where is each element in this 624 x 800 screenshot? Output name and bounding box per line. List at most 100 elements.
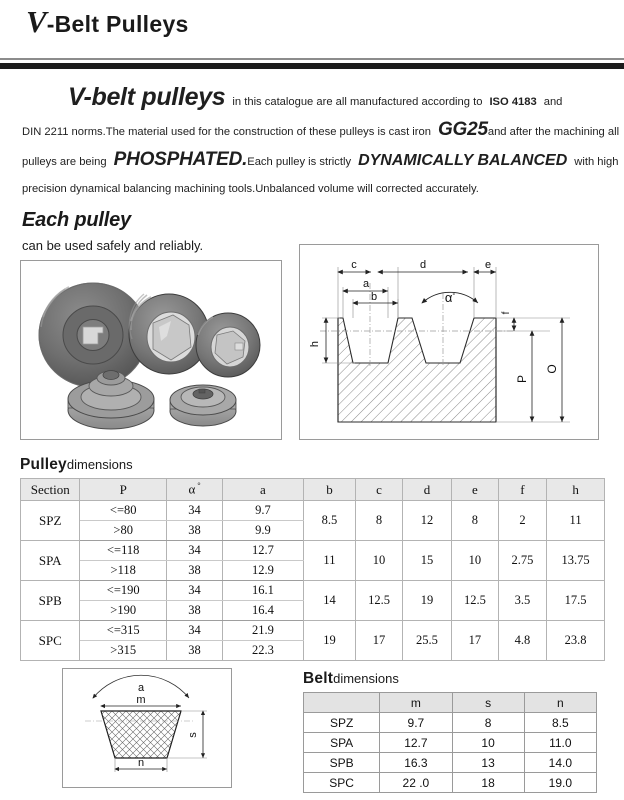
dimension-label-alpha: α° <box>445 290 456 305</box>
intro-standard-iso: ISO 4183 <box>489 96 537 108</box>
dimension-label-f: f <box>501 311 512 314</box>
dimension-label-b: b <box>371 291 377 303</box>
intro-emph-phosphated: PHOSPHATED. <box>113 149 248 170</box>
belt-dimensions-table: m s n SPZ 9.7 8 8.5 SPA 12.7 10 11.0 SPB… <box>302 692 598 793</box>
cell-a: 12.9 <box>222 560 304 581</box>
intro-line3-b: Each pulley is strictly <box>247 156 352 168</box>
cell-a: 21.9 <box>222 620 304 641</box>
cell-section: SPB <box>19 580 81 621</box>
pulley-dimensions-heading-strong: Pulley <box>20 456 67 473</box>
dimension-label-o: O <box>545 364 559 373</box>
dimension-label-c: c <box>351 259 357 271</box>
intro-material-gg25: GG25 <box>437 119 488 140</box>
intro-line2-b: and after the machining all <box>487 126 620 138</box>
intro-emph-dynamically-balanced: DYNAMICALLY BALANCED <box>358 152 568 169</box>
cell-section: SPZ <box>19 500 81 541</box>
column-header-b: b <box>302 478 357 501</box>
cell-p: >315 <box>79 640 167 661</box>
pulley-medium-three-groove <box>128 293 210 375</box>
intro-paragraph: V-belt pulleys in this catalogue are all … <box>22 84 619 203</box>
dimension-f: f <box>501 311 517 331</box>
cell-c: 17 <box>355 620 403 661</box>
column-header-e: e <box>451 478 499 501</box>
table-row: SPC <=315 34 21.9 19 17 25.5 17 4.8 23.8 <box>19 620 605 661</box>
pulley-dimensions-heading-light: dimensions <box>66 457 133 472</box>
cell-s: 18 <box>451 772 525 793</box>
pulley-section-drawing: c d e a b α° h <box>300 245 596 437</box>
cell-m: 9.7 <box>379 712 453 733</box>
cell-d: 12 <box>401 500 453 541</box>
intro-line-4: precision dynamical balancing machining … <box>22 183 479 195</box>
dimension-alpha-angle: α° <box>421 290 479 305</box>
belt-dimension-label-s: s <box>187 732 199 738</box>
pulley-section-drawing-panel: c d e a b α° h <box>299 244 599 440</box>
title-rest: -Belt Pulleys <box>46 11 189 37</box>
each-pulley-subtitle: can be used safely and reliably. <box>22 238 204 253</box>
intro-line-2: DIN 2211 norms.The material used for the… <box>22 116 619 146</box>
table-header-row: Section P α ° a b c d e f h <box>19 478 605 501</box>
cell-m: 12.7 <box>379 732 453 753</box>
belt-dimensions-heading-strong: Belt <box>303 670 334 687</box>
cell-b: 19 <box>302 620 357 661</box>
column-header-s: s <box>451 692 525 713</box>
page-title: V-Belt Pulleys <box>26 4 189 40</box>
cell-a: 16.1 <box>222 580 304 601</box>
belt-dimensions-heading-light: dimensions <box>333 671 399 686</box>
column-header-n: n <box>523 692 598 713</box>
cell-belt-section: SPZ <box>302 712 381 733</box>
table-row: SPA <=118 34 12.7 11 10 15 10 2.75 13.75 <box>19 540 605 581</box>
cell-c: 10 <box>355 540 403 581</box>
column-header-a: a <box>222 478 304 501</box>
cell-alpha: 34 <box>165 580 224 601</box>
cell-p: <=315 <box>79 620 167 641</box>
intro-line1-tail-b: and <box>543 96 563 108</box>
cell-f: 4.8 <box>497 620 548 661</box>
cell-a: 9.9 <box>222 520 304 541</box>
dimension-label-h: h <box>309 341 321 347</box>
cell-alpha: 34 <box>165 540 224 561</box>
table-row: SPB 16.3 13 14.0 <box>302 752 598 773</box>
cell-alpha: 38 <box>165 520 224 541</box>
column-header-c: c <box>355 478 403 501</box>
pulley-photo-illustration <box>21 261 279 437</box>
dimension-b: b <box>352 291 398 306</box>
column-header-h: h <box>546 478 605 501</box>
cell-section: SPC <box>19 620 81 661</box>
dimension-label-d: d <box>420 259 426 271</box>
cell-a: 22.3 <box>222 640 304 661</box>
table-row: SPZ <=80 34 9.7 8.5 8 12 8 2 11 <box>19 500 605 541</box>
title-v-glyph: V <box>26 4 47 39</box>
column-header-alpha: α ° <box>165 478 224 501</box>
cell-h: 23.8 <box>546 620 605 661</box>
cell-p: <=80 <box>79 500 167 521</box>
pulley-front-left-stepped <box>67 370 155 430</box>
cell-a: 9.7 <box>222 500 304 521</box>
pulley-photo-panel <box>20 260 282 440</box>
intro-line-1: V-belt pulleys in this catalogue are all … <box>22 84 604 116</box>
header-rule-thick <box>0 63 624 69</box>
cell-h: 11 <box>546 500 605 541</box>
belt-dimension-a: a <box>92 674 190 699</box>
pulley-front-right <box>169 384 237 427</box>
cell-belt-section: SPB <box>302 752 381 773</box>
dimension-c: c <box>337 259 371 275</box>
cell-p: <=118 <box>79 540 167 561</box>
cell-a: 12.7 <box>222 540 304 561</box>
cell-alpha: 38 <box>165 640 224 661</box>
belt-dimension-label-n: n <box>138 757 144 769</box>
cell-b: 11 <box>302 540 357 581</box>
column-header-m: m <box>379 692 453 713</box>
cell-p: <=190 <box>79 580 167 601</box>
column-header-section: Section <box>19 478 81 501</box>
cell-f: 2.75 <box>497 540 548 581</box>
pulley-dimensions-table: Section P α ° a b c d e f h SPZ <=80 34 9… <box>19 478 605 661</box>
cell-f: 3.5 <box>497 580 548 621</box>
cell-b: 14 <box>302 580 357 621</box>
intro-line1-tail-a: in this catalogue are all manufactured a… <box>232 96 483 108</box>
intro-line-3: pulleys are being PHOSPHATED.Each pulley … <box>22 146 618 176</box>
dimension-h: h <box>309 317 329 363</box>
cell-h: 17.5 <box>546 580 605 621</box>
cell-d: 19 <box>401 580 453 621</box>
table-row: SPB <=190 34 16.1 14 12.5 19 12.5 3.5 17… <box>19 580 605 621</box>
table-row: SPA 12.7 10 11.0 <box>302 732 598 753</box>
